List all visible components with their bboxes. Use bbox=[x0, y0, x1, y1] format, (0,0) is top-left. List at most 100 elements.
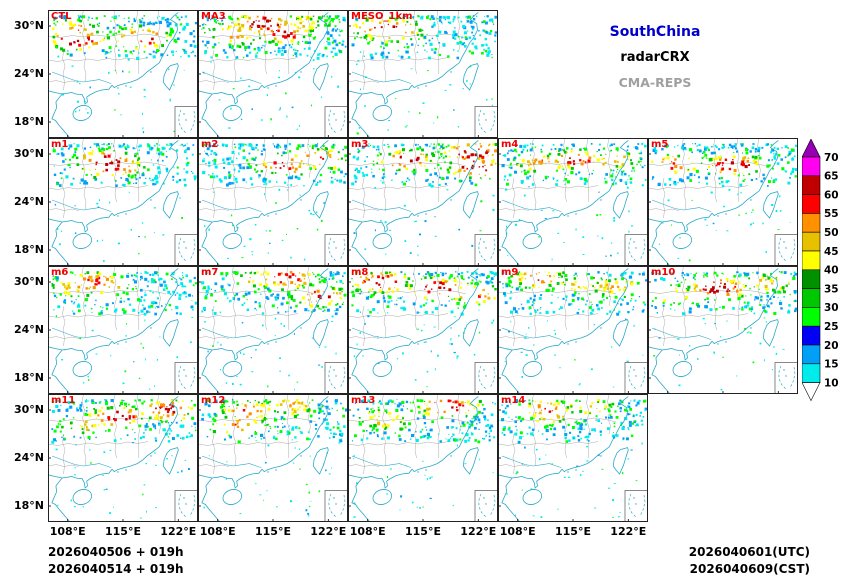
radar-map-svg bbox=[348, 394, 498, 522]
colorbar-band bbox=[802, 231, 821, 252]
south-china-sea-inset bbox=[474, 362, 498, 394]
colorbar-tick-label: 15 bbox=[824, 359, 839, 371]
x-tick-label: 115°E bbox=[405, 525, 441, 538]
panel-label: m4 bbox=[501, 139, 519, 150]
y-tick-label: 24°N bbox=[13, 67, 44, 80]
colorbar-band bbox=[802, 250, 821, 271]
south-china-sea-inset bbox=[324, 234, 348, 266]
init-time-line1: 2026040506 + 019h bbox=[48, 545, 184, 559]
colorbar-tick-label: 25 bbox=[824, 321, 839, 333]
colorbar-tick-label: 40 bbox=[824, 265, 839, 277]
south-china-sea-inset bbox=[174, 234, 198, 266]
radar-map-svg bbox=[498, 138, 648, 266]
y-tick-label: 30°N bbox=[13, 19, 44, 32]
colorbar-band bbox=[802, 175, 821, 195]
colorbar-tick-label: 70 bbox=[824, 152, 839, 164]
y-tick-label: 30°N bbox=[13, 275, 44, 288]
panel-label: CTL bbox=[51, 11, 72, 22]
map-panel-m9: m9 bbox=[498, 266, 648, 394]
x-tick-label: 108°E bbox=[349, 525, 386, 538]
legend-item-cma-reps: CMA-REPS bbox=[618, 75, 692, 90]
x-tick-label: 115°E bbox=[555, 525, 591, 538]
radar-map-svg bbox=[648, 266, 798, 394]
map-panel-m12: m12 bbox=[198, 394, 348, 522]
colorbar-band bbox=[802, 363, 821, 383]
radar-map-svg bbox=[198, 138, 348, 266]
x-tick-label: 115°E bbox=[255, 525, 291, 538]
colorbar-band bbox=[802, 288, 821, 308]
x-tick-label: 122°E bbox=[460, 525, 497, 538]
panel-label: MA3 bbox=[201, 11, 226, 22]
map-panel-m5: m5 bbox=[648, 138, 798, 266]
colorbar-tick-label: 10 bbox=[824, 377, 839, 389]
south-china-sea-inset bbox=[324, 490, 348, 522]
colorbar-band bbox=[802, 269, 821, 289]
panel-label: m13 bbox=[351, 395, 376, 406]
colorbar-tick-label: 20 bbox=[824, 340, 839, 352]
colorbar-tick-label: 50 bbox=[824, 227, 839, 239]
south-china-sea-inset bbox=[774, 234, 798, 266]
radar-map-svg bbox=[348, 10, 498, 138]
legend-item-southchina: SouthChina bbox=[609, 24, 701, 40]
radar-map-svg bbox=[498, 394, 648, 522]
south-china-sea-inset bbox=[474, 490, 498, 522]
colorbar-tick-label: 55 bbox=[824, 208, 839, 220]
panel-label: m10 bbox=[651, 267, 676, 278]
colorbar-band bbox=[802, 325, 821, 346]
radar-map-svg bbox=[48, 138, 198, 266]
colorbar-tick-label: 65 bbox=[824, 171, 839, 183]
model-legend: SouthChina radarCRX CMA-REPS bbox=[555, 24, 755, 100]
map-panel-m13: m13 bbox=[348, 394, 498, 522]
colorbar: 70 65 60 55 50 45 40 35 30 25 20 15 10 bbox=[802, 139, 839, 402]
valid-time-block: 2026040601(UTC) 2026040609(CST) bbox=[689, 544, 810, 578]
panel-label: m12 bbox=[201, 395, 226, 406]
radar-map-svg bbox=[348, 266, 498, 394]
panel-label: m8 bbox=[351, 267, 369, 278]
panel-label: m9 bbox=[501, 267, 519, 278]
x-tick-label: 108°E bbox=[199, 525, 236, 538]
map-panel-m7: m7 bbox=[198, 266, 348, 394]
colorbar-band bbox=[802, 156, 821, 177]
panel-label: m7 bbox=[201, 267, 219, 278]
init-time-block: 2026040506 + 019h 2026040514 + 019h bbox=[48, 544, 184, 578]
map-panel-m6: m6 bbox=[48, 266, 198, 394]
radar-map-svg bbox=[48, 10, 198, 138]
colorbar-tick-label: 60 bbox=[824, 189, 839, 201]
south-china-sea-inset bbox=[324, 106, 348, 138]
map-panel-ctl: CTL bbox=[48, 10, 198, 138]
map-panel-m14: m14 bbox=[498, 394, 648, 522]
colorbar-band bbox=[802, 307, 821, 327]
y-tick-label: 18°N bbox=[13, 115, 44, 128]
x-tick-label: 122°E bbox=[160, 525, 197, 538]
south-china-sea-inset bbox=[474, 106, 498, 138]
map-panel-meso_1km: MESO_1km bbox=[348, 10, 498, 138]
panel-label: m14 bbox=[501, 395, 526, 406]
radar-map-svg bbox=[348, 138, 498, 266]
radar-map-svg bbox=[48, 394, 198, 522]
panel-label: m11 bbox=[51, 395, 76, 406]
map-panel-m10: m10 bbox=[648, 266, 798, 394]
south-china-sea-inset bbox=[624, 490, 648, 522]
radar-map-svg bbox=[198, 266, 348, 394]
y-tick-label: 18°N bbox=[13, 499, 44, 512]
radar-map-svg bbox=[198, 394, 348, 522]
map-panel-m8: m8 bbox=[348, 266, 498, 394]
panel-label: m1 bbox=[51, 139, 69, 150]
colorbar-band bbox=[802, 344, 821, 365]
radar-map-svg bbox=[648, 138, 798, 266]
legend-item-radarcrx: radarCRX bbox=[620, 50, 690, 65]
panel-label: m6 bbox=[51, 267, 69, 278]
panel-label: m3 bbox=[351, 139, 369, 150]
colorbar-tick-label: 30 bbox=[824, 302, 839, 314]
map-panel-m1: m1 bbox=[48, 138, 198, 266]
init-time-line2: 2026040514 + 019h bbox=[48, 562, 184, 576]
panel-label: MESO_1km bbox=[351, 11, 413, 22]
south-china-sea-inset bbox=[624, 362, 648, 394]
y-tick-label: 24°N bbox=[13, 451, 44, 464]
south-china-sea-inset bbox=[474, 234, 498, 266]
x-tick-label: 108°E bbox=[49, 525, 86, 538]
colorbar-top-arrow bbox=[802, 139, 821, 158]
x-tick-label: 122°E bbox=[610, 525, 647, 538]
colorbar-bottom-arrow bbox=[802, 382, 821, 402]
